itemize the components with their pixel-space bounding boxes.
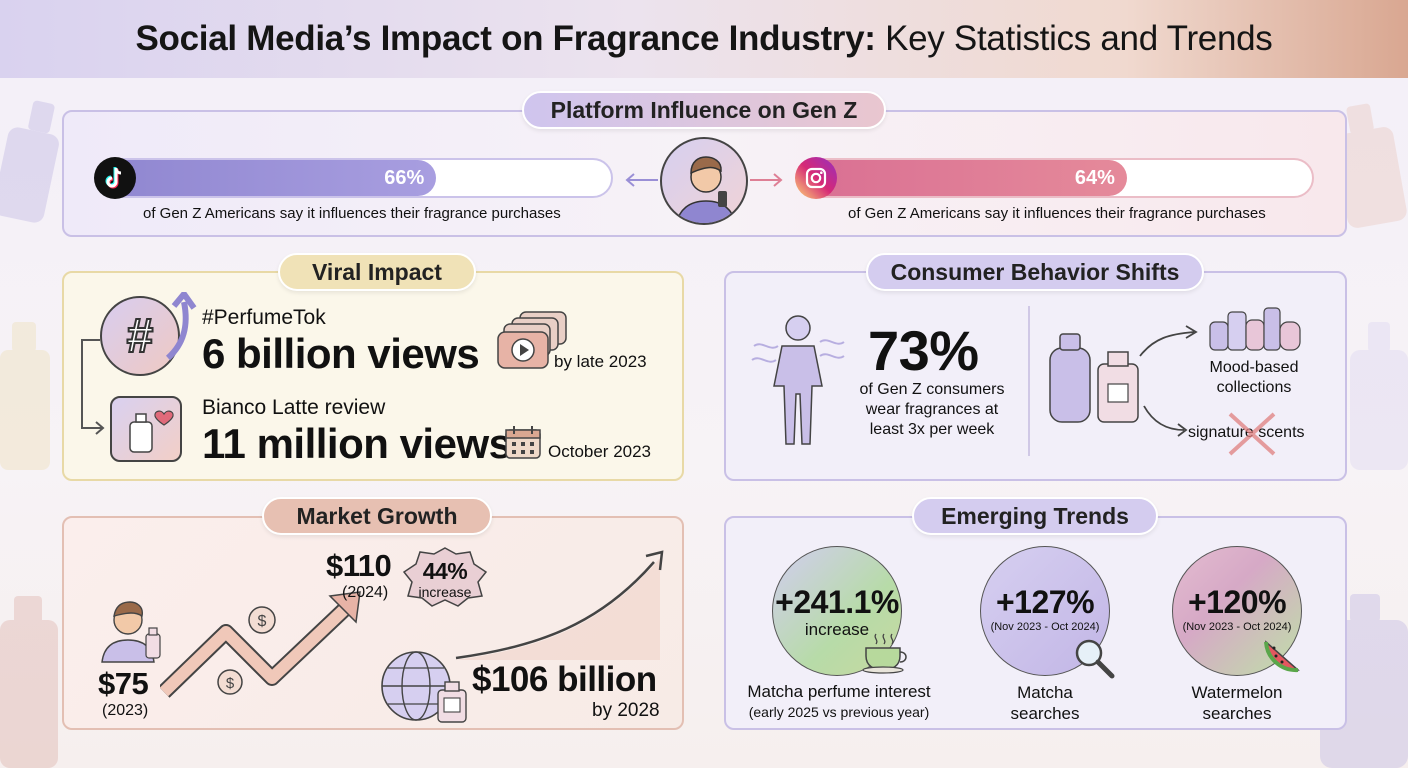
behavior-heading: Consumer Behavior Shifts: [866, 253, 1204, 291]
trend-2-value: +127%: [995, 584, 1095, 620]
video-play-icon: [497, 311, 567, 369]
instagram-bar: 64%: [796, 158, 1314, 198]
gen-z-person-avatar: [660, 137, 748, 225]
trend-3-sub: (Nov 2023 - Oct 2024): [1182, 621, 1292, 633]
trend-1-label: Matcha perfume interest (early 2025 vs p…: [747, 682, 931, 720]
start-year: (2023): [102, 702, 149, 719]
hashtag-icon: #: [100, 296, 180, 376]
signature-scents-label: signature scents: [1188, 424, 1305, 441]
platform-heading: Platform Influence on Gen Z: [522, 91, 886, 129]
future-value: $106 billion: [472, 660, 657, 699]
calendar-icon: [505, 426, 541, 459]
behavior-stat-text: of Gen Z consumers wear fragrances at le…: [859, 381, 1005, 438]
instagram-icon: [795, 157, 837, 199]
mood-bottles-icon: [1209, 307, 1301, 351]
viral-heading: Viral Impact: [278, 253, 476, 291]
person-scent-icon: [751, 315, 845, 445]
zigzag-growth-arrow: $ $: [160, 591, 361, 698]
perfumetok-views: 6 billion views: [202, 330, 480, 377]
behavior-stat: 73%: [868, 319, 979, 382]
trend-1-sub: increase: [804, 620, 870, 639]
tiktok-percent: 66%: [384, 166, 425, 189]
projection-curve: [455, 550, 664, 660]
globe-perfume-icon: [381, 651, 467, 723]
connector-arrow-icon: [81, 339, 105, 435]
growth-arrow-icon: [165, 292, 197, 361]
tiktok-bar-fill: 66%: [97, 160, 437, 196]
page-title: Social Media’s Impact on Fragrance Indus…: [135, 19, 1273, 58]
start-value: $75: [98, 666, 149, 701]
trend-1-value: +241.1%: [775, 584, 899, 620]
trend-2-label: Matcha searches: [1010, 683, 1080, 723]
perfumetok-date: by late 2023: [554, 352, 647, 371]
instagram-percent: 64%: [1074, 166, 1115, 189]
increase-badge-shape: [402, 547, 488, 607]
trend-3-label: Watermelon searches: [1191, 683, 1283, 723]
arrow-left-icon: [625, 173, 658, 187]
perfume-bottles-icon: [1049, 333, 1139, 423]
header-banner: Social Media’s Impact on Fragrance Indus…: [0, 0, 1408, 78]
svg-text:$: $: [258, 613, 267, 630]
increase-label: increase: [418, 584, 472, 600]
market-heading: Market Growth: [262, 497, 492, 535]
mood-collections-label: Mood-based collections: [1209, 359, 1299, 396]
bianco-date: October 2023: [548, 442, 652, 461]
instagram-caption: of Gen Z Americans say it influences the…: [848, 205, 1266, 222]
perfumetok-tag: #PerfumeTok: [202, 306, 326, 329]
tiktok-icon: [94, 157, 136, 199]
trends-heading: Emerging Trends: [912, 497, 1158, 535]
bianco-tag: Bianco Latte review: [202, 396, 386, 419]
behavior-panel: [724, 271, 1347, 481]
matcha-cup-icon: [862, 633, 907, 674]
arrow-right-icon: [750, 173, 783, 187]
bianco-views: 11 million views: [202, 420, 512, 467]
tiktok-bar: 66%: [95, 158, 613, 198]
future-year: by 2028: [592, 700, 660, 721]
svg-text:$: $: [226, 675, 235, 692]
tiktok-caption: of Gen Z Americans say it influences the…: [143, 205, 561, 222]
watermelon-icon: [1264, 640, 1300, 673]
cross-out-icon: [1228, 412, 1276, 456]
increase-percent: 44%: [422, 558, 468, 584]
mid-value: $110: [326, 548, 392, 583]
branch-arrows-icon: [1139, 325, 1198, 437]
instagram-bar-fill: 64%: [798, 160, 1127, 196]
trend-3-value: +120%: [1187, 584, 1287, 620]
mid-year: (2024): [342, 584, 389, 601]
consumer-avatar-icon: [101, 601, 161, 663]
perfume-heart-icon: [110, 396, 182, 462]
behavior-divider: [1028, 306, 1030, 456]
trend-2-sub: (Nov 2023 - Oct 2024): [990, 621, 1100, 633]
magnifier-icon: [1075, 639, 1115, 679]
